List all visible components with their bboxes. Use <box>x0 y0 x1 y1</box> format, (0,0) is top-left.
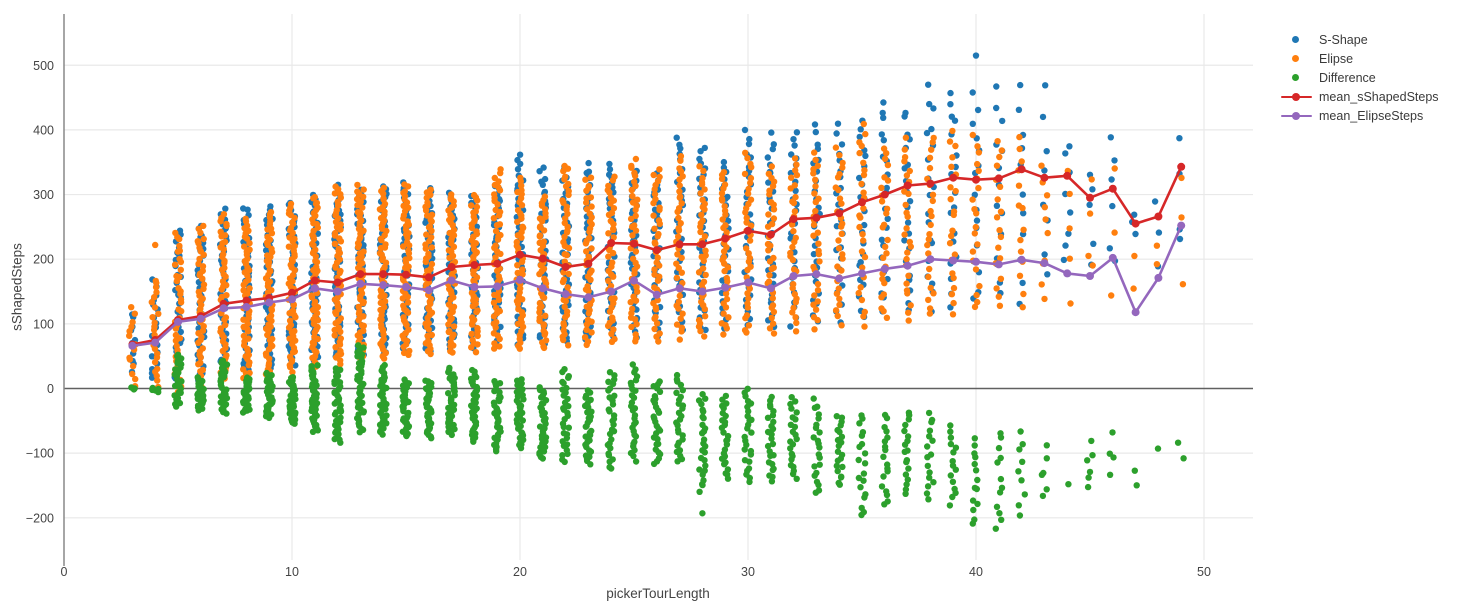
svg-text:50: 50 <box>1197 565 1211 579</box>
legend-label: mean_sShapedSteps <box>1319 89 1439 104</box>
legend-marker-icon <box>1281 35 1315 45</box>
legend: S-Shape Elipse Difference mean_sShapedSt… <box>1281 30 1439 125</box>
svg-text:40: 40 <box>969 565 983 579</box>
y-axis-title: sShapedSteps <box>9 243 25 331</box>
svg-text:400: 400 <box>33 123 54 137</box>
legend-item-difference[interactable]: Difference <box>1281 68 1439 87</box>
legend-marker-icon <box>1281 73 1315 83</box>
x-axis-title: pickerTourLength <box>606 586 710 601</box>
svg-text:−200: −200 <box>26 511 54 525</box>
svg-text:0: 0 <box>47 382 54 396</box>
svg-text:300: 300 <box>33 188 54 202</box>
legend-label: Elipse <box>1319 51 1354 66</box>
legend-line-marker-icon <box>1281 92 1315 102</box>
legend-label: mean_ElipseSteps <box>1319 108 1424 123</box>
legend-marker-icon <box>1281 54 1315 64</box>
legend-item-s-shape[interactable]: S-Shape <box>1281 30 1439 49</box>
svg-text:100: 100 <box>33 317 54 331</box>
legend-line-marker-icon <box>1281 111 1315 121</box>
svg-text:−100: −100 <box>26 447 54 461</box>
svg-text:200: 200 <box>33 253 54 267</box>
svg-text:30: 30 <box>741 565 755 579</box>
legend-item-mean-sshapedsteps[interactable]: mean_sShapedSteps <box>1281 87 1439 106</box>
legend-item-mean-elipsesteps[interactable]: mean_ElipseSteps <box>1281 106 1439 125</box>
svg-text:20: 20 <box>513 565 527 579</box>
svg-text:0: 0 <box>61 565 68 579</box>
legend-label: Difference <box>1319 70 1376 85</box>
svg-text:10: 10 <box>285 565 299 579</box>
legend-label: S-Shape <box>1319 32 1368 47</box>
svg-text:500: 500 <box>33 59 54 73</box>
legend-item-elipse[interactable]: Elipse <box>1281 49 1439 68</box>
